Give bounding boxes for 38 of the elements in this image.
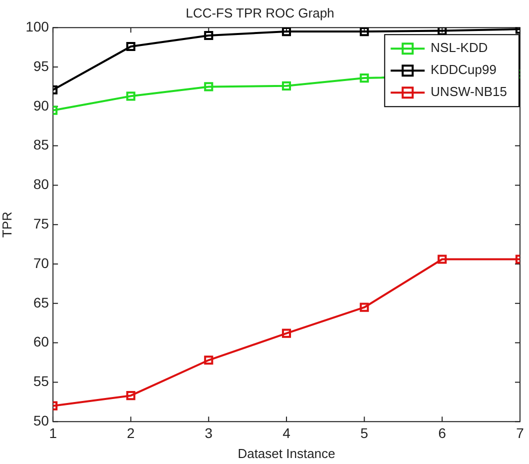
point bbox=[282, 28, 292, 36]
point bbox=[282, 328, 292, 338]
x-tick-label: 2 bbox=[126, 424, 135, 441]
point bbox=[126, 42, 136, 52]
legend-label: KDDCup99 bbox=[430, 62, 496, 78]
x-tick-label: 3 bbox=[204, 424, 213, 441]
legend-label: NSL-KDD bbox=[430, 40, 488, 56]
x-tick-label: 1 bbox=[49, 424, 58, 441]
point bbox=[204, 30, 214, 40]
chart-title: LCC-FS TPR ROC Graph bbox=[186, 5, 334, 20]
point bbox=[360, 302, 369, 312]
y-tick-label: 70 bbox=[33, 254, 50, 271]
point bbox=[438, 28, 447, 36]
x-tick-label: 6 bbox=[438, 424, 446, 441]
point bbox=[126, 391, 136, 400]
y-tick-label: 50 bbox=[33, 412, 50, 428]
y-tick-label: 85 bbox=[33, 136, 50, 153]
point bbox=[126, 92, 136, 101]
x-tick-label: 5 bbox=[360, 424, 368, 441]
y-tick-label: 60 bbox=[33, 334, 50, 350]
x-tick-label: 7 bbox=[516, 424, 524, 441]
x-axis-title: Dataset Instance bbox=[238, 446, 336, 461]
point bbox=[360, 28, 369, 36]
x-tick-label: 4 bbox=[282, 424, 291, 441]
y-tick-label: 80 bbox=[33, 176, 50, 192]
point bbox=[282, 81, 292, 90]
y-tick-label: 90 bbox=[33, 97, 50, 114]
point bbox=[438, 254, 447, 264]
y-tick-label: 55 bbox=[33, 373, 50, 390]
y-tick-label: 100 bbox=[26, 18, 50, 34]
y-tick-label: 65 bbox=[33, 294, 50, 310]
legend-label: UNSW-NB15 bbox=[430, 84, 508, 100]
y-axis-title: TPR bbox=[0, 212, 14, 238]
point bbox=[204, 82, 214, 92]
y-tick-label: 75 bbox=[33, 215, 50, 232]
y-tick-label: 95 bbox=[33, 58, 50, 74]
point bbox=[360, 73, 369, 83]
point bbox=[204, 356, 214, 365]
